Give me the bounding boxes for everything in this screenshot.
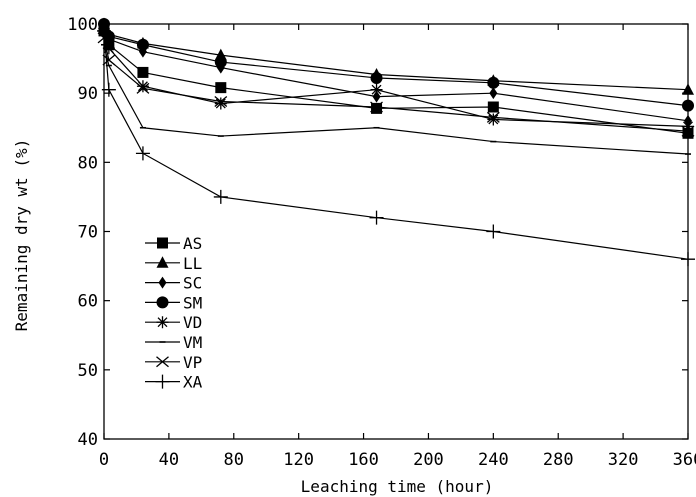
point-as (682, 127, 694, 139)
point-vd (214, 97, 227, 110)
legend-marker-vp (156, 356, 169, 368)
legend-label-xa: XA (183, 373, 203, 392)
legend-marker-vd (156, 316, 169, 329)
series-as (98, 25, 694, 139)
x-axis-title: Leaching time (hour) (301, 477, 494, 496)
point-sm (487, 76, 500, 89)
y-tick-label: 40 (78, 430, 98, 450)
point-xa (369, 210, 384, 225)
point-vd (682, 120, 694, 133)
legend-marker-sm (156, 296, 169, 309)
series-vm (101, 43, 691, 155)
series-line-as (103, 30, 689, 134)
legend-marker-ll (156, 256, 169, 268)
series-sm (98, 18, 694, 112)
point-sm (136, 38, 149, 51)
series-line-vp (103, 37, 689, 132)
point-sm (682, 99, 694, 112)
legend-marker-as (157, 237, 168, 249)
legend-item-ll: LL (145, 254, 202, 273)
point-sc (489, 87, 498, 100)
point-vd (370, 83, 383, 96)
legend-marker-sc (158, 276, 167, 289)
x-tick-label: 0 (99, 450, 109, 470)
point-vp (370, 101, 383, 113)
y-tick-label: 50 (78, 361, 98, 381)
point-as (487, 101, 499, 113)
series-line-xa (103, 30, 689, 260)
x-tick-label: 200 (413, 450, 444, 470)
point-xa (101, 82, 116, 97)
y-tick-label: 100 (67, 15, 98, 35)
legend-item-vm: VM (145, 333, 202, 352)
legend-label-vp: VP (183, 353, 202, 372)
point-vp (486, 111, 500, 123)
legend-label-vm: VM (183, 333, 202, 352)
point-sm (370, 71, 383, 84)
legend-item-vd: VD (145, 313, 202, 332)
point-xa (135, 146, 150, 161)
point-as (137, 66, 149, 78)
y-tick-label: 80 (78, 153, 98, 173)
x-tick-label: 280 (543, 450, 574, 470)
y-tick-label: 70 (78, 223, 98, 243)
point-as (371, 102, 383, 114)
legend-marker-xa (155, 374, 170, 389)
x-tick-label: 240 (478, 450, 509, 470)
legend-item-sm: SM (145, 293, 202, 312)
legend-item-as: AS (145, 234, 202, 253)
x-tick-label: 360 (673, 450, 696, 470)
point-vp (214, 95, 228, 107)
series-ll (98, 17, 694, 95)
y-tick-label: 60 (78, 292, 98, 312)
legend-label-ll: LL (183, 254, 202, 273)
point-sm (214, 56, 227, 69)
series-xa (97, 23, 695, 267)
legend-label-vd: VD (183, 313, 202, 332)
x-tick-label: 320 (608, 450, 639, 470)
point-xa (213, 189, 228, 204)
x-tick-label: 120 (283, 450, 314, 470)
point-ll (682, 83, 694, 95)
point-as (215, 82, 227, 94)
point-sc (372, 90, 381, 103)
point-vp (136, 82, 150, 94)
point-vd (136, 80, 149, 93)
series-vd (98, 24, 694, 133)
point-xa (681, 252, 695, 267)
series-vp (97, 32, 695, 137)
series-line-sm (103, 23, 689, 107)
series-sc (100, 18, 692, 127)
series-line-ll (103, 23, 689, 91)
legend-item-xa: XA (145, 373, 203, 392)
y-axis-title: Remaining dry wt (%) (12, 139, 31, 332)
point-xa (486, 224, 501, 239)
legend-label-as: AS (183, 234, 202, 253)
point-vp (681, 125, 695, 137)
x-tick-label: 160 (348, 450, 379, 470)
legend-item-sc: SC (145, 274, 202, 293)
y-tick-label: 90 (78, 84, 98, 104)
legend-item-vp: VP (145, 353, 202, 372)
x-tick-label: 80 (224, 450, 244, 470)
point-vd (102, 42, 115, 55)
x-tick-label: 40 (159, 450, 179, 470)
legend-label-sm: SM (183, 293, 202, 312)
series-line-sc (103, 23, 689, 122)
point-xa (97, 23, 111, 38)
point-vd (487, 113, 500, 126)
point-vp (102, 54, 116, 66)
legend-label-sc: SC (183, 274, 202, 293)
